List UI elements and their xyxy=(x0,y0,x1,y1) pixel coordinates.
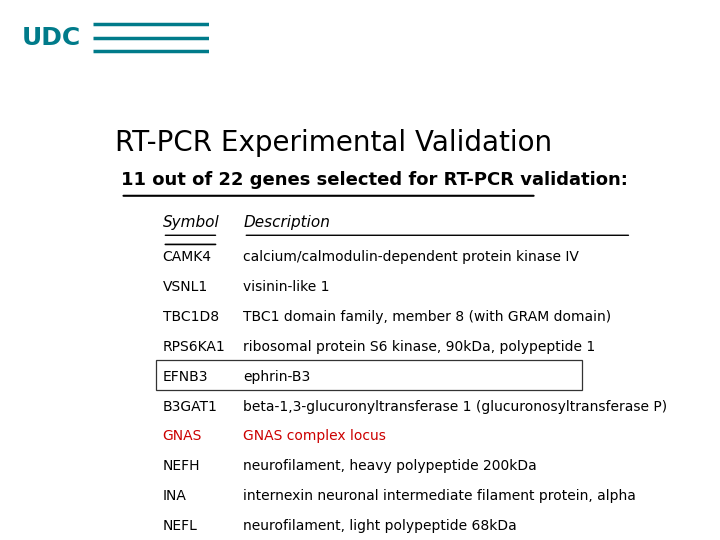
Text: GNAS: GNAS xyxy=(163,429,202,443)
Text: NEFL: NEFL xyxy=(163,519,197,534)
Text: TBC1 domain family, member 8 (with GRAM domain): TBC1 domain family, member 8 (with GRAM … xyxy=(243,310,611,323)
Text: ribosomal protein S6 kinase, 90kDa, polypeptide 1: ribosomal protein S6 kinase, 90kDa, poly… xyxy=(243,340,595,354)
Text: TBC1D8: TBC1D8 xyxy=(163,310,219,323)
Text: RT-PCR Experimental Validation: RT-PCR Experimental Validation xyxy=(115,129,552,157)
Text: 11 out of 22 genes selected for RT-PCR validation:: 11 out of 22 genes selected for RT-PCR v… xyxy=(121,171,628,189)
Text: INA: INA xyxy=(163,489,186,503)
Text: calcium/calmodulin-dependent protein kinase IV: calcium/calmodulin-dependent protein kin… xyxy=(243,250,580,264)
Text: VSNL1: VSNL1 xyxy=(163,280,208,294)
Text: internexin neuronal intermediate filament protein, alpha: internexin neuronal intermediate filamen… xyxy=(243,489,636,503)
Text: ephrin-B3: ephrin-B3 xyxy=(243,369,311,383)
Text: beta-1,3-glucuronyltransferase 1 (glucuronosyltransferase P): beta-1,3-glucuronyltransferase 1 (glucur… xyxy=(243,400,667,414)
Text: RPS6KA1: RPS6KA1 xyxy=(163,340,225,354)
Text: EFNB3: EFNB3 xyxy=(163,369,208,383)
Text: neurofilament, light polypeptide 68kDa: neurofilament, light polypeptide 68kDa xyxy=(243,519,517,534)
Text: NEFH: NEFH xyxy=(163,460,200,474)
Text: GNAS complex locus: GNAS complex locus xyxy=(243,429,387,443)
Text: Description: Description xyxy=(243,215,330,231)
Text: CAMK4: CAMK4 xyxy=(163,250,212,264)
Text: visinin-like 1: visinin-like 1 xyxy=(243,280,330,294)
Text: UDC: UDC xyxy=(22,26,81,50)
Text: neurofilament, heavy polypeptide 200kDa: neurofilament, heavy polypeptide 200kDa xyxy=(243,460,537,474)
Text: Symbol: Symbol xyxy=(163,215,220,231)
Text: B3GAT1: B3GAT1 xyxy=(163,400,217,414)
